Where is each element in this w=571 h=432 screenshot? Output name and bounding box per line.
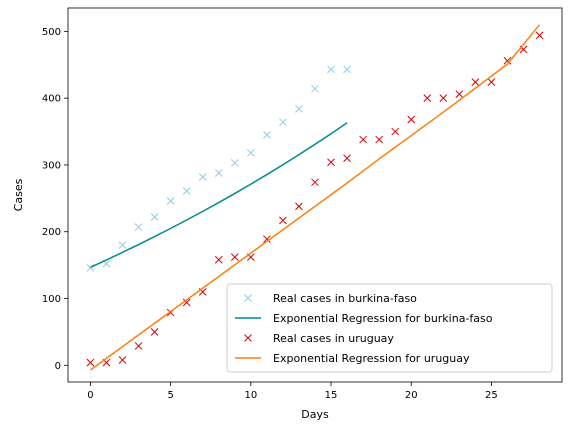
data-point (150, 213, 159, 221)
series-1 (90, 122, 348, 269)
legend-item: Exponential Regression for uruguay (235, 352, 470, 365)
data-point (279, 118, 287, 127)
series-3 (90, 24, 541, 371)
data-point (134, 223, 143, 231)
data-point (182, 298, 191, 307)
series-layer (86, 24, 544, 371)
data-point (86, 358, 95, 367)
data-point (182, 187, 191, 195)
regression-line (90, 122, 348, 269)
data-point (246, 149, 255, 157)
x-tick-label: 25 (485, 390, 498, 401)
data-point (134, 342, 143, 350)
data-point (118, 356, 127, 364)
y-tick-label: 500 (42, 27, 61, 38)
plot-frame (67, 7, 563, 383)
data-point (311, 178, 319, 187)
x-tick-label: 5 (167, 390, 173, 401)
data-point (311, 84, 319, 93)
y-tick-label: 200 (42, 227, 61, 238)
x-axis-label: Days (301, 408, 329, 421)
x-tick-label: 0 (87, 390, 93, 401)
data-point (263, 235, 271, 243)
data-point (230, 159, 239, 167)
data-point (214, 169, 223, 177)
legend-label: Exponential Regression for uruguay (273, 352, 470, 365)
data-point (375, 135, 384, 144)
x-tick-label: 20 (405, 390, 418, 401)
y-axis-label: Cases (12, 178, 25, 211)
data-point (295, 202, 303, 211)
y-tick-label: 0 (55, 361, 61, 372)
legend-box (226, 283, 553, 373)
data-point (295, 104, 303, 113)
data-point (214, 255, 223, 264)
data-point (327, 65, 335, 74)
legend-item: Exponential Regression for burkina-faso (235, 312, 493, 325)
data-point (503, 56, 512, 65)
data-point (279, 216, 287, 225)
data-point (423, 94, 432, 103)
data-point (327, 158, 335, 167)
data-point (471, 78, 480, 86)
data-point (166, 197, 175, 205)
legend-marker-swatch (244, 294, 252, 302)
data-point (343, 154, 351, 163)
y-ticks: 0 100 200 300 400 500 (42, 27, 68, 372)
data-point (150, 328, 159, 336)
x-tick-label: 10 (244, 390, 257, 401)
data-point (198, 173, 207, 181)
legend-item: Real cases in uruguay (244, 332, 394, 345)
data-point (455, 90, 464, 99)
data-point (359, 135, 367, 144)
data-point (343, 65, 351, 74)
legend-label: Exponential Regression for burkina-faso (273, 312, 493, 325)
data-point (407, 115, 416, 124)
data-point (487, 78, 496, 86)
y-tick-label: 400 (42, 94, 61, 105)
data-point (263, 131, 271, 139)
series-2 (86, 31, 544, 367)
legend-label: Real cases in uruguay (273, 332, 394, 345)
data-point (391, 127, 400, 136)
y-tick-label: 100 (42, 294, 61, 305)
x-ticks: 0 5 10 15 20 25 (87, 382, 498, 401)
legend-label: Real cases in burkina-faso (273, 292, 417, 305)
y-tick-label: 300 (42, 160, 61, 171)
legend: Real cases in burkina-faso Exponential Re… (226, 283, 553, 373)
regression-line (90, 24, 541, 371)
data-point (439, 94, 448, 103)
x-tick-label: 15 (325, 390, 338, 401)
legend-item: Real cases in burkina-faso (244, 292, 417, 305)
legend-marker-swatch (244, 334, 252, 342)
data-point (230, 253, 239, 261)
data-point (118, 241, 127, 249)
data-point (535, 31, 544, 40)
